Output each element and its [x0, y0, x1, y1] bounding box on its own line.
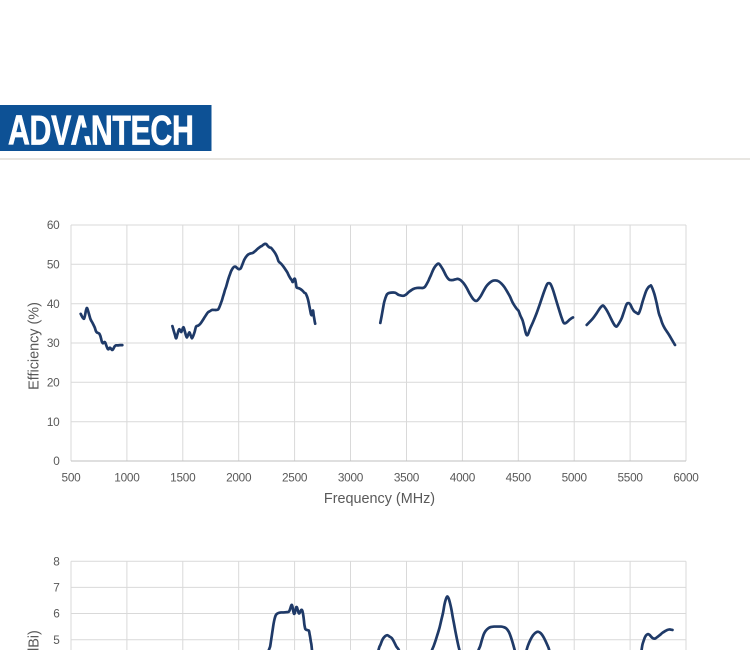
svg-text:30: 30 [47, 336, 60, 350]
svg-text:20: 20 [47, 376, 60, 390]
svg-text:2500: 2500 [282, 470, 308, 484]
svg-text:3500: 3500 [394, 470, 420, 484]
svg-text:4500: 4500 [506, 470, 532, 484]
svg-text:6: 6 [53, 607, 60, 621]
svg-text:50: 50 [47, 258, 60, 272]
svg-text:ADVΛNTECH: ADVΛNTECH [8, 106, 194, 151]
svg-text:5500: 5500 [617, 470, 643, 484]
svg-text:8: 8 [53, 554, 60, 568]
svg-text:2000: 2000 [226, 470, 252, 484]
svg-text:6000: 6000 [673, 470, 699, 484]
svg-text:10: 10 [47, 415, 60, 429]
svg-text:4000: 4000 [450, 470, 476, 484]
svg-text:500: 500 [62, 470, 82, 484]
svg-text:5000: 5000 [562, 470, 588, 484]
svg-text:Peak Gain (dBi): Peak Gain (dBi) [27, 630, 43, 650]
svg-text:1000: 1000 [114, 470, 140, 484]
svg-text:40: 40 [47, 297, 60, 311]
svg-text:7: 7 [53, 581, 59, 595]
svg-text:5: 5 [53, 633, 60, 647]
svg-text:1500: 1500 [170, 470, 196, 484]
svg-text:0: 0 [53, 454, 60, 468]
svg-text:60: 60 [47, 218, 60, 232]
svg-text:3000: 3000 [338, 470, 364, 484]
svg-text:Frequency (MHz): Frequency (MHz) [324, 491, 435, 507]
svg-text:Efficiency (%): Efficiency (%) [27, 302, 43, 390]
